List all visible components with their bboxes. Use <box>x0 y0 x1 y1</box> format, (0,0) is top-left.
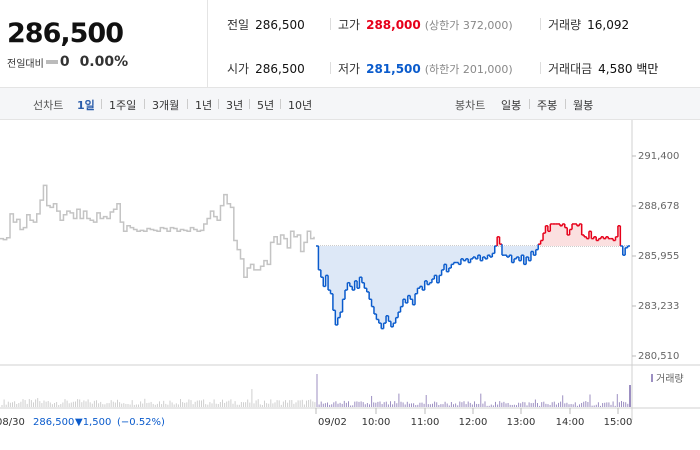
prev-day-percent: (−0.52%) <box>117 417 165 428</box>
prev-close-value: 286,500 <box>255 18 305 32</box>
candle-tab-daily[interactable]: 일봉 <box>501 99 522 112</box>
x-tick-label: 10:00 <box>362 417 391 428</box>
divider <box>218 99 219 109</box>
x-tick-label: 14:00 <box>556 417 585 428</box>
prev-close-label: 전일 <box>227 18 250 32</box>
chart-lines <box>0 184 630 330</box>
x-tick-label: 12:00 <box>459 417 488 428</box>
volume-cell: 거래량 16,092 <box>548 16 629 33</box>
divider <box>529 99 530 109</box>
divider <box>249 99 250 109</box>
divider <box>187 99 188 109</box>
high-label: 고가 <box>338 18 361 32</box>
current-price-box: 286,500 전일대비 0 0.00% <box>0 0 208 88</box>
period-tab-3y[interactable]: 3년 <box>226 99 244 112</box>
divider <box>280 99 281 109</box>
volume-label: 거래량 <box>548 18 582 32</box>
high-value: 288,000 <box>366 18 421 32</box>
prev-day-change: ▼1,500 <box>75 417 111 428</box>
open-label: 시가 <box>227 62 250 76</box>
y-tick-label: 283,233 <box>638 301 679 312</box>
divider <box>540 18 541 30</box>
day-date: 09/02 <box>318 417 347 428</box>
divider <box>565 99 566 109</box>
period-tab-1d[interactable]: 1일 <box>77 99 95 112</box>
y-tick-label: 291,400 <box>638 151 679 162</box>
prev-day-date: 08/30 <box>0 417 25 428</box>
x-tick-label: 13:00 <box>507 417 536 428</box>
quote-panel: 286,500 전일대비 0 0.00% 전일 286,500 고가 288,000… <box>0 0 700 88</box>
candle-chart-label: 봉차트 <box>455 99 486 112</box>
prev-close-cell: 전일 286,500 <box>227 16 305 33</box>
high-cell: 고가 288,000 (상한가 372,000) <box>338 16 513 33</box>
divider <box>330 62 331 74</box>
volume-value: 16,092 <box>587 18 630 32</box>
chart-toolbar: 선차트 1일 1주일 3개월 1년 3년 5년 10년 봉차트 일봉 주봉 월봉 <box>0 88 700 120</box>
y-axis: 291,400 288,678 285,955 283,233 280,510 <box>632 151 679 362</box>
period-tab-1y[interactable]: 1년 <box>195 99 213 112</box>
open-value: 286,500 <box>255 62 305 76</box>
volume-bars: 거래량 <box>1 373 684 407</box>
chart-areas <box>316 223 630 329</box>
upper-limit: (상한가 372,000) <box>424 19 513 32</box>
lower-limit: (하한가 201,000) <box>424 63 513 76</box>
current-price: 286,500 <box>7 18 124 49</box>
divider <box>330 18 331 30</box>
period-tab-5y[interactable]: 5년 <box>257 99 275 112</box>
flat-icon <box>45 60 58 64</box>
divider <box>540 62 541 74</box>
x-tick-label: 15:00 <box>604 417 633 428</box>
low-label: 저가 <box>338 62 361 76</box>
y-tick-label: 288,678 <box>638 201 679 212</box>
trade-value: 4,580 백만 <box>598 62 659 76</box>
low-value: 281,500 <box>366 62 421 76</box>
prev-day-price: 286,500 <box>33 417 74 428</box>
x-tick-label: 11:00 <box>411 417 440 428</box>
down-area <box>316 245 630 329</box>
low-cell: 저가 281,500 (하한가 201,000) <box>338 60 513 77</box>
open-cell: 시가 286,500 <box>227 60 305 77</box>
trade-value-cell: 거래대금 4,580 백만 <box>548 60 658 77</box>
period-tab-10y[interactable]: 10년 <box>288 99 313 112</box>
candle-tab-weekly[interactable]: 주봉 <box>537 99 558 112</box>
prev-day-line <box>0 184 315 278</box>
y-tick-label: 280,510 <box>638 351 679 362</box>
period-tab-1w[interactable]: 1주일 <box>109 99 137 112</box>
x-axis: 08/30 286,500▼1,500 (−0.52%) 09/02 10:00 11:0… <box>0 408 632 428</box>
volume-legend-swatch <box>651 374 653 382</box>
change-row: 전일대비 0 0.00% <box>7 54 128 70</box>
change-value: 0 <box>59 54 70 70</box>
period-tab-3m[interactable]: 3개월 <box>152 99 180 112</box>
divider <box>144 99 145 109</box>
divider <box>101 99 102 109</box>
y-tick-label: 285,955 <box>638 251 679 262</box>
trade-value-label: 거래대금 <box>548 62 593 76</box>
change-label: 전일대비 <box>7 58 44 70</box>
up-area <box>316 223 630 246</box>
volume-legend-label: 거래량 <box>656 373 684 385</box>
line-chart-label: 선차트 <box>33 99 64 112</box>
change-percent: 0.00% <box>79 54 129 70</box>
candle-tab-monthly[interactable]: 월봉 <box>573 99 594 112</box>
